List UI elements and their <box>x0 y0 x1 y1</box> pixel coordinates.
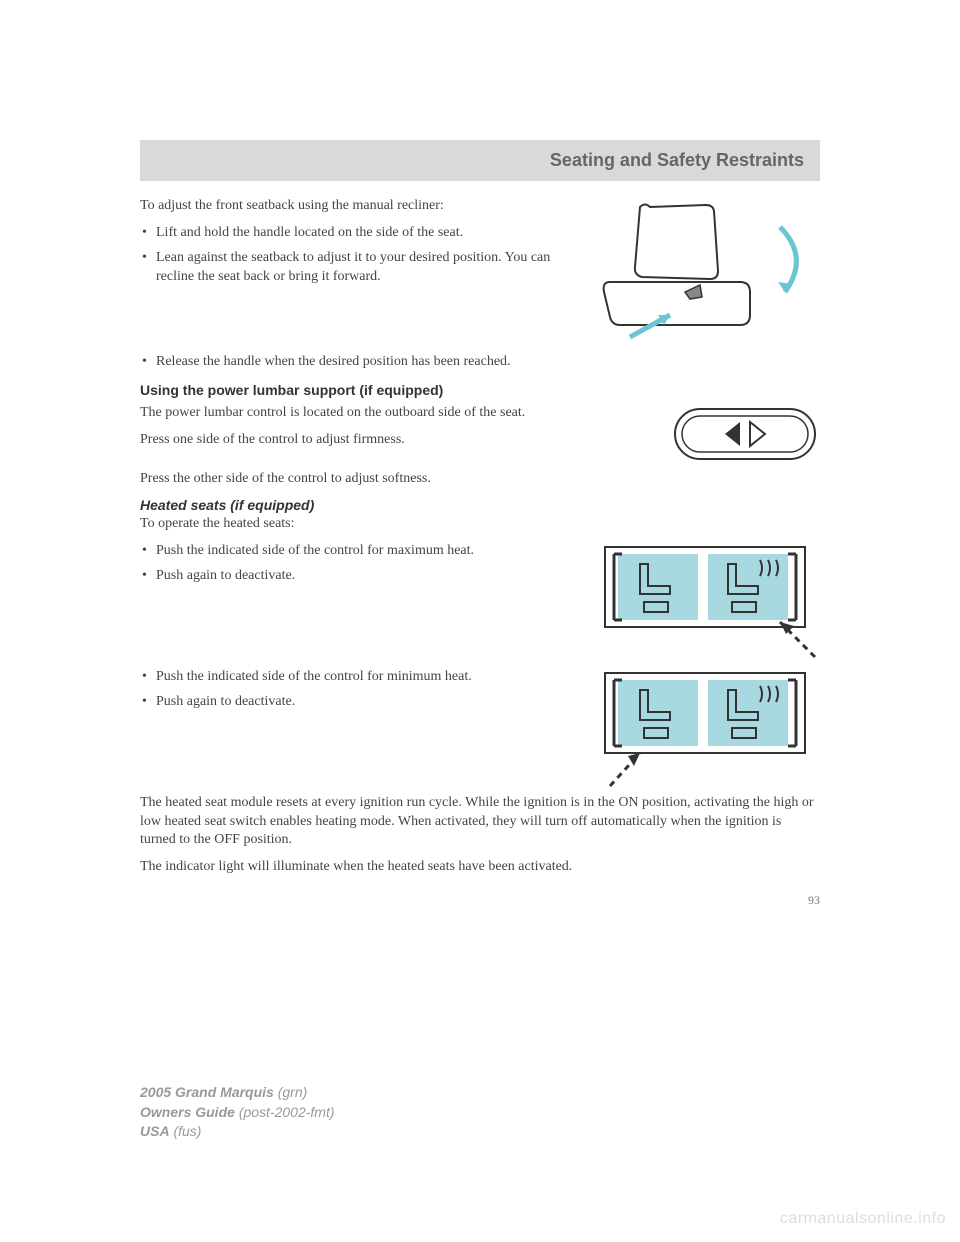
heated-g2-bullet-1: Push the indicated side of the control f… <box>142 668 584 687</box>
footer-region: USA <box>140 1123 170 1139</box>
section-header-title: Seating and Safety Restraints <box>550 150 804 170</box>
heated-group1-bullets: Push the indicated side of the control f… <box>142 542 584 586</box>
recliner-section: To adjust the front seatback using the m… <box>140 197 820 347</box>
page-number: 93 <box>140 893 820 908</box>
heated-group2-illustration <box>600 668 820 788</box>
recliner-illustration <box>590 197 820 347</box>
footer-region-code: (fus) <box>173 1123 201 1139</box>
watermark-text: carmanualsonline.info <box>780 1210 946 1228</box>
footer-guide-code: (post-2002-fmt) <box>239 1104 335 1120</box>
section-header-bar: Seating and Safety Restraints <box>140 140 820 181</box>
recliner-intro: To adjust the front seatback using the m… <box>140 197 574 216</box>
recliner-seat-icon <box>590 197 820 347</box>
heated-p2: The indicator light will illuminate when… <box>140 858 820 877</box>
manual-page: Seating and Safety Restraints To adjust … <box>0 0 960 948</box>
heated-group1: Push the indicated side of the control f… <box>140 542 820 662</box>
heated-group2-text: Push the indicated side of the control f… <box>140 668 584 788</box>
heated-g2-bullet-2: Push again to deactivate. <box>142 693 584 712</box>
footer-line-2: Owners Guide (post-2002-fmt) <box>140 1103 335 1123</box>
recliner-bullet-1: Lift and hold the handle located on the … <box>142 224 574 243</box>
recliner-bullets-full: Release the handle when the desired posi… <box>142 353 820 372</box>
lumbar-text-col: The power lumbar control is located on t… <box>140 404 654 464</box>
lumbar-illustration <box>670 404 820 464</box>
lumbar-section: The power lumbar control is located on t… <box>140 404 820 464</box>
footer-line-3: USA (fus) <box>140 1122 335 1142</box>
footer-guide: Owners Guide <box>140 1104 235 1120</box>
heated-group2: Push the indicated side of the control f… <box>140 668 820 788</box>
footer-block: 2005 Grand Marquis (grn) Owners Guide (p… <box>140 1083 335 1142</box>
heated-heading: Heated seats (if equipped) <box>140 497 820 513</box>
lumbar-p1: The power lumbar control is located on t… <box>140 404 654 423</box>
recliner-bullet-2: Lean against the seatback to adjust it t… <box>142 249 574 287</box>
recliner-bullets: Lift and hold the handle located on the … <box>142 224 574 287</box>
footer-line-1: 2005 Grand Marquis (grn) <box>140 1083 335 1103</box>
footer-model-code: (grn) <box>278 1084 308 1100</box>
recliner-text-col: To adjust the front seatback using the m… <box>140 197 574 347</box>
heated-group2-bullets: Push the indicated side of the control f… <box>142 668 584 712</box>
heated-g1-bullet-2: Push again to deactivate. <box>142 567 584 586</box>
heated-group1-illustration <box>600 542 820 662</box>
heated-group1-text: Push the indicated side of the control f… <box>140 542 584 662</box>
lumbar-p3: Press the other side of the control to a… <box>140 470 820 489</box>
heated-p1: The heated seat module resets at every i… <box>140 794 820 851</box>
heated-max-icon <box>600 542 820 662</box>
recliner-bullet-3: Release the handle when the desired posi… <box>142 353 820 372</box>
lumbar-p2: Press one side of the control to adjust … <box>140 431 654 450</box>
heated-intro: To operate the heated seats: <box>140 515 820 534</box>
heated-g1-bullet-1: Push the indicated side of the control f… <box>142 542 584 561</box>
lumbar-control-icon <box>670 404 820 464</box>
footer-model: 2005 Grand Marquis <box>140 1084 274 1100</box>
lumbar-heading: Using the power lumbar support (if equip… <box>140 382 820 398</box>
heated-min-icon <box>600 668 820 788</box>
